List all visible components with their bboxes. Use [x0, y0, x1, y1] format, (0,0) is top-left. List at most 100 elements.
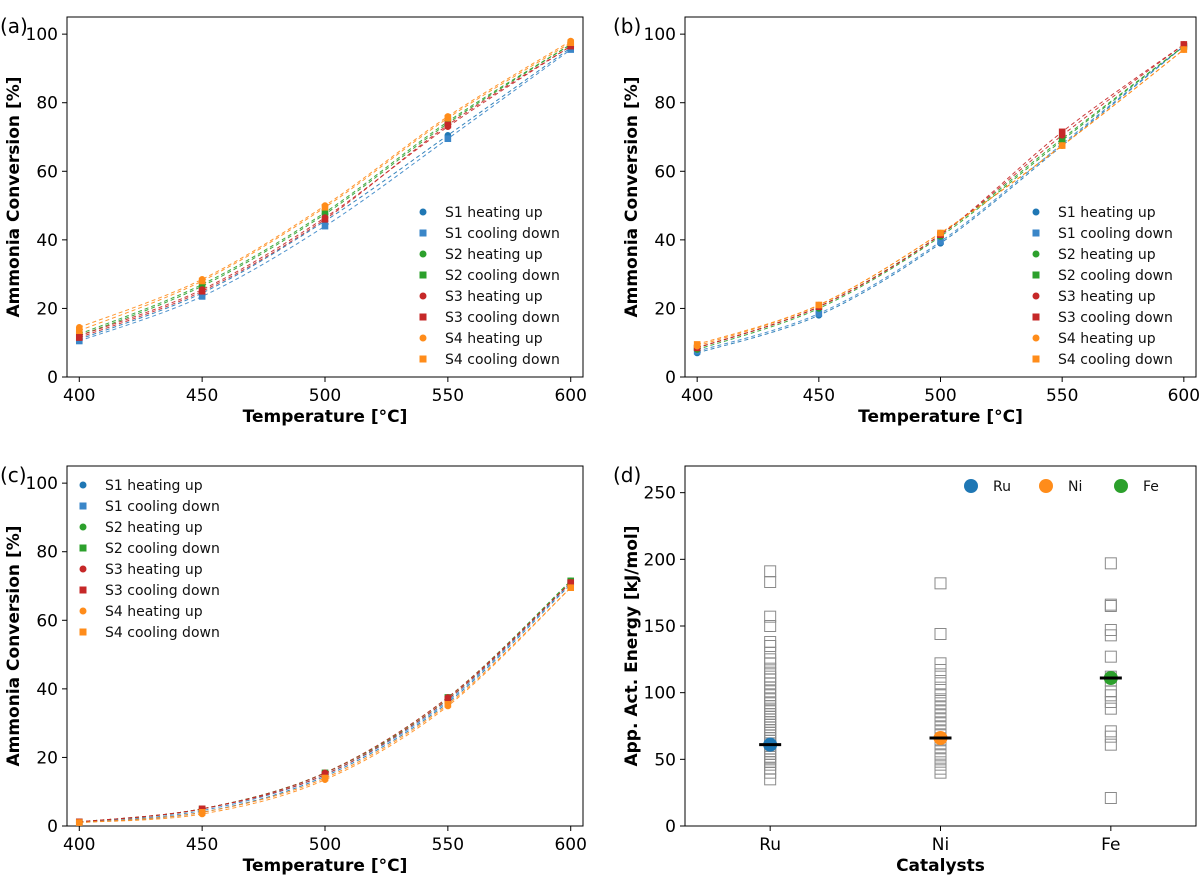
legend-marker [419, 271, 427, 279]
legend-marker [964, 479, 978, 493]
legend-label: S4 heating up [445, 331, 543, 347]
data-point [321, 222, 329, 230]
series-line [79, 49, 572, 342]
y-tick-label: 100 [26, 474, 58, 494]
data-point [567, 584, 575, 592]
legend-label: S3 heating up [105, 562, 203, 578]
series-line [697, 44, 1185, 349]
data-point [321, 209, 329, 216]
legend-marker [1032, 334, 1040, 342]
data-point [567, 46, 575, 53]
data-point [198, 281, 206, 288]
data-point [764, 640, 777, 652]
x-tick-label: 450 [803, 386, 835, 406]
data-point [934, 697, 947, 710]
legend-label: S2 heating up [105, 520, 203, 536]
data-point [198, 287, 206, 295]
data-point [934, 664, 947, 676]
data-point [1104, 557, 1117, 570]
legend-marker [419, 250, 427, 258]
data-point [934, 705, 947, 718]
data-point [764, 620, 777, 632]
y-tick-label: 100 [644, 25, 676, 45]
data-point [934, 717, 947, 730]
data-point [934, 713, 947, 726]
data-point [1180, 41, 1188, 48]
y-tick-label: 150 [644, 617, 676, 637]
data-point [321, 203, 329, 211]
legend-marker [419, 334, 427, 342]
data-point [1104, 738, 1117, 751]
x-tick-label: 500 [309, 835, 341, 855]
legend-label: S2 cooling down [1058, 268, 1173, 284]
panel-2: (b) 0 20 40 60 80 100 400 450 500 550 600 Temperatur… [613, 14, 1200, 427]
data-point [1104, 629, 1117, 642]
y-tick-label: 100 [644, 684, 676, 704]
data-point [815, 301, 823, 309]
data-point [321, 774, 329, 782]
data-point [198, 805, 206, 813]
legend-marker [419, 355, 427, 363]
data-point [934, 677, 947, 690]
panel-label: (c) [0, 463, 27, 487]
data-point [444, 118, 452, 125]
legend-marker [1114, 479, 1128, 493]
x-tick-label: 600 [554, 386, 586, 406]
data-point [1104, 730, 1117, 743]
data-point [934, 670, 947, 683]
legend-label: S4 cooling down [105, 625, 220, 641]
legend-marker [1032, 250, 1040, 258]
data-point [815, 310, 823, 317]
data-point [937, 238, 944, 245]
data-point [764, 681, 777, 694]
series-line [79, 583, 572, 824]
data-point [937, 229, 944, 237]
panel-3: (c) 0 20 40 60 80 100 400 450 500 550 600 Temperatur… [0, 463, 587, 875]
y-tick-label: 40 [36, 231, 58, 251]
series-line [79, 40, 571, 328]
data-point [934, 657, 947, 670]
x-tick-label: 400 [681, 386, 713, 406]
x-tick-label: 600 [1168, 386, 1200, 406]
data-point [198, 808, 206, 816]
data-point [567, 39, 575, 47]
legend-marker [419, 313, 427, 321]
panel-label: (d) [613, 463, 641, 487]
series-line [79, 582, 572, 824]
legend-label: S2 heating up [1058, 247, 1156, 263]
plot-frame [684, 465, 1197, 827]
data-point [321, 215, 329, 223]
y-tick-label: 20 [36, 299, 58, 319]
legend-label: S4 heating up [1058, 331, 1156, 347]
legend-label: S1 cooling down [105, 499, 220, 515]
legend-label: S1 heating up [445, 205, 543, 221]
legend-marker [79, 502, 87, 510]
legend-marker [79, 481, 87, 489]
data-point [444, 114, 452, 122]
y-tick-label: 60 [36, 162, 58, 182]
legend-marker [1039, 479, 1053, 493]
y-tick-label: 20 [654, 299, 676, 319]
data-point [764, 646, 777, 659]
y-tick-label: 200 [644, 550, 676, 570]
legend-marker [79, 628, 87, 636]
legend-marker [1032, 271, 1040, 279]
y-tick-label: 60 [654, 162, 676, 182]
legend-marker [419, 292, 427, 300]
y-axis-label: Ammonia Conversion [%] [622, 76, 642, 317]
data-point [444, 700, 452, 708]
data-point [1180, 46, 1188, 53]
legend-marker [79, 607, 87, 615]
data-point [764, 685, 777, 698]
data-point [1104, 689, 1117, 702]
x-tick-label: 500 [309, 386, 341, 406]
legend-marker [79, 544, 87, 552]
data-point [934, 745, 947, 758]
legend-marker [1032, 292, 1040, 300]
y-tick-label: 250 [644, 484, 676, 504]
legend-label: S4 heating up [105, 604, 203, 620]
data-point [764, 689, 777, 702]
data-point [1104, 702, 1117, 715]
series-line [697, 45, 1185, 354]
x-axis-label: Temperature [°C] [243, 856, 408, 875]
